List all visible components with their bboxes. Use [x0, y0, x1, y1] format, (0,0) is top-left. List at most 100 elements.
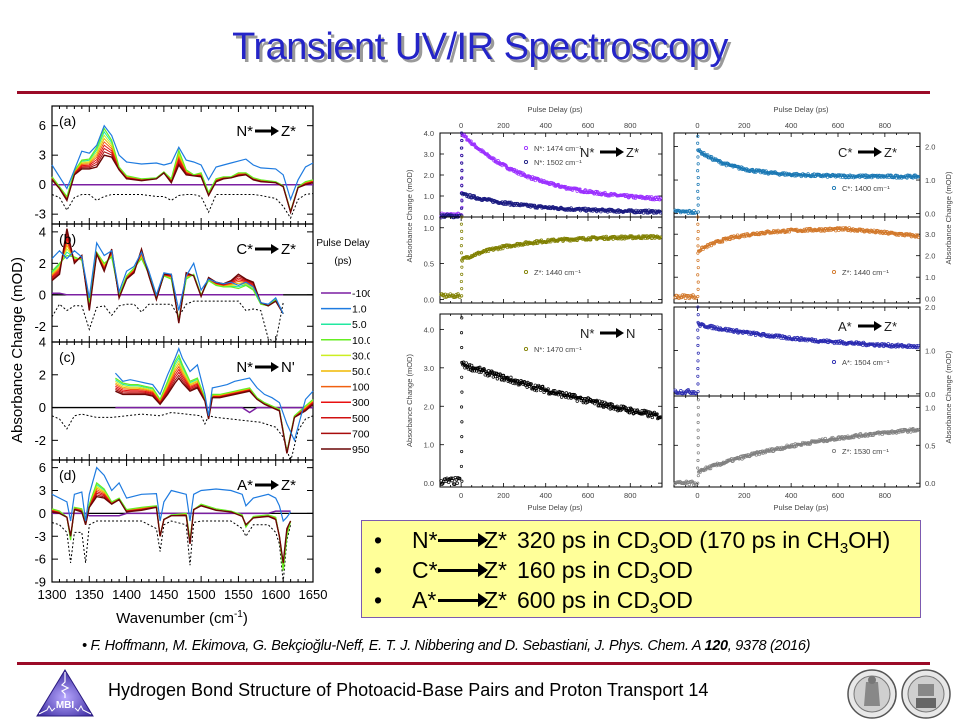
spectrum-line — [115, 368, 314, 453]
kinetics-subpanel: 0.0 0.5 1.0 Z*: 1440 cm⁻¹ — [424, 215, 663, 304]
legend-marker — [831, 269, 837, 275]
x-tick-label: 200 — [738, 491, 751, 500]
spectrum-line — [51, 154, 314, 215]
data-point — [564, 391, 569, 395]
data-point — [460, 272, 464, 276]
y-tick-label: 4.0 — [424, 129, 434, 138]
bullet: • — [374, 557, 383, 583]
data-point — [696, 162, 700, 166]
y-tick-label: 0 — [39, 506, 46, 521]
data-point — [460, 161, 464, 165]
data-series — [673, 134, 920, 215]
y-tick-label: 0.0 — [925, 390, 935, 399]
data-point — [460, 259, 464, 263]
data-point — [868, 431, 872, 436]
panel-frame — [51, 341, 314, 461]
data-point — [696, 229, 700, 234]
data-point — [692, 483, 696, 487]
transition-from: A* — [838, 319, 852, 334]
x-tick-label: 0 — [695, 491, 699, 500]
transition-from: C* — [236, 241, 253, 258]
y-tick-label: 4 — [39, 224, 46, 239]
legend-entry: 1.0 — [321, 304, 367, 316]
data-point — [460, 420, 464, 424]
legend-marker — [831, 185, 837, 191]
y-tick-label: 4.0 — [424, 325, 434, 334]
x-tick-label: 200 — [497, 121, 510, 130]
legend-entry: 300.0 — [321, 397, 370, 409]
arrow-icon — [255, 480, 279, 490]
data-series — [439, 316, 663, 487]
y-tick-label: 0.0 — [925, 295, 935, 304]
rate-text: 320 ps in CD3OD (170 ps in CH3OH) — [517, 527, 891, 557]
legend-label: 50.0 — [352, 366, 370, 378]
data-point — [459, 244, 463, 248]
data-point — [491, 375, 495, 379]
data-point — [696, 405, 700, 409]
y-tick-label: 3.0 — [925, 230, 935, 239]
data-point — [533, 383, 537, 387]
y-tick-label: 1.0 — [424, 192, 434, 201]
panel-label: (b) — [59, 231, 76, 247]
to-state: Z* — [484, 527, 507, 553]
panel-label: (a) — [59, 113, 76, 129]
data-point — [529, 382, 533, 386]
data-point — [762, 171, 766, 175]
legend-label: Z*: 1530 cm⁻¹ — [842, 447, 889, 456]
data-point — [696, 367, 700, 371]
rate-text: 600 ps in CD3OD — [517, 587, 693, 617]
y-tick-label: 2.0 — [424, 402, 434, 411]
y-tick-label: 4 — [39, 335, 46, 350]
y-tick-label: 0.5 — [925, 441, 935, 450]
y-axis-label: Absorbance Change (mOD) — [9, 257, 26, 443]
y-axis-label: Absorbance Change (mOD) — [405, 169, 414, 262]
panel-label: (c) — [59, 349, 75, 365]
data-point — [696, 305, 700, 309]
data-point — [459, 251, 464, 255]
spectrum-line — [115, 365, 314, 453]
data-point — [477, 370, 481, 374]
y-tick-label: -2 — [34, 433, 46, 448]
arrow-head — [874, 321, 882, 331]
spectrum-line — [51, 481, 292, 571]
data-point — [460, 215, 464, 219]
data-point — [855, 228, 859, 233]
data-point — [696, 155, 700, 159]
transition-to: Z* — [884, 319, 897, 334]
data-point — [830, 227, 834, 231]
legend-entry: 30.0 — [321, 350, 370, 362]
transition-to: Z* — [281, 241, 296, 258]
x-tick-label: 400 — [539, 121, 552, 130]
y-tick-label: -6 — [34, 552, 46, 567]
data-point — [460, 138, 464, 143]
x-tick-label: 800 — [624, 121, 637, 130]
data-point — [696, 382, 700, 386]
legend-label: 1.0 — [352, 304, 367, 316]
legend-entry: 950.0 — [321, 444, 370, 456]
legend-label: 500.0 — [352, 413, 370, 425]
legend-label: 950.0 — [352, 444, 370, 456]
y-tick-label: 0.5 — [424, 260, 434, 269]
legend-label: 5.0 — [352, 319, 367, 331]
data-point — [459, 146, 463, 150]
x-axis-label: Pulse Delay (ps) — [773, 503, 829, 512]
arrow-head — [874, 147, 882, 157]
y-tick-label: 2 — [39, 256, 46, 271]
y-tick-label: 0.0 — [925, 479, 935, 488]
kinetics-subpanel: 0.0 1.0 2.0 3.0 Z*: 1440 cm⁻¹ — [673, 215, 935, 304]
legend-marker — [523, 346, 529, 352]
data-point — [460, 316, 464, 320]
data-point — [478, 365, 482, 369]
arrow-head — [271, 362, 279, 372]
arrow-head — [271, 126, 279, 136]
spectrum-line — [51, 487, 292, 568]
legend-label: Z*: 1440 cm⁻¹ — [842, 268, 889, 277]
data-point — [560, 395, 564, 399]
data-point — [696, 134, 700, 138]
spectrum-panel: -3 0 3 6 (a) N* Z* — [34, 105, 314, 225]
arrow-head — [271, 480, 279, 490]
y-tick-label: 1.0 — [925, 346, 935, 355]
data-point — [572, 393, 577, 397]
data-point — [696, 244, 700, 248]
spectrum-panel: -2 0 2 4 (c) N* N' — [34, 335, 314, 464]
